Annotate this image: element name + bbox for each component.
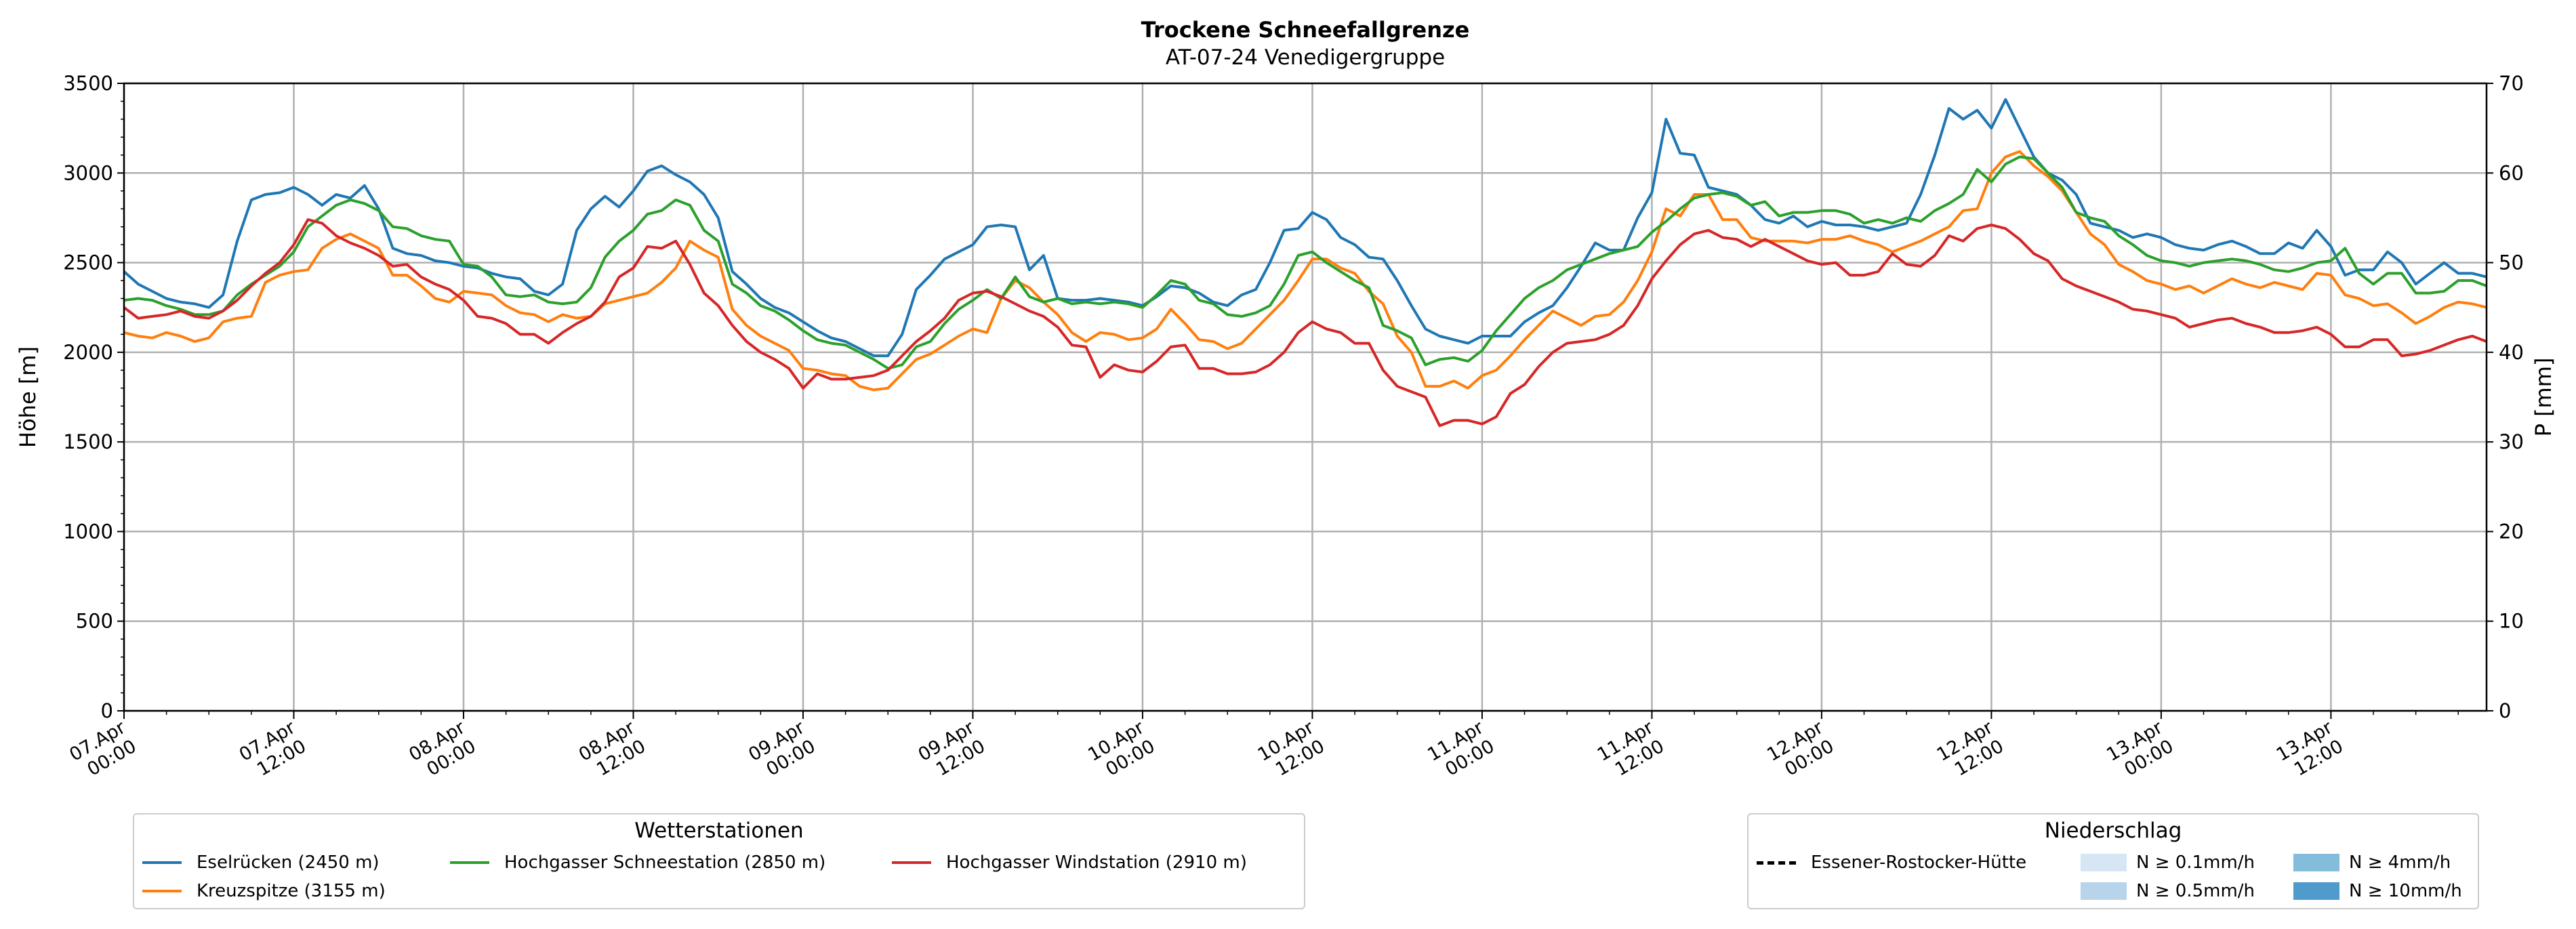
legend-patch-n10	[2293, 882, 2339, 900]
legend-stations-title: Wetterstationen	[634, 819, 804, 843]
y-tick-label: 500	[76, 610, 113, 633]
legend-item-n10: N ≥ 10mm/h	[2293, 881, 2462, 901]
legend-item-windstation: Hochgasser Windstation (2910 m)	[892, 852, 1247, 873]
y-tick-label: 3500	[63, 72, 113, 95]
y-axis: 0 500 1000 1500 2000 2500 3000 3500	[63, 72, 124, 722]
legend-patch-n01	[2081, 854, 2127, 871]
y-tick-label: 2000	[63, 341, 113, 364]
series-group	[123, 98, 2487, 428]
legend-patch-n05	[2081, 882, 2127, 900]
legend-line-windstation	[892, 861, 931, 864]
y2-tick-label: 40	[2499, 341, 2524, 364]
y-tick-label: 2500	[63, 251, 113, 274]
legend-label-n01: N ≥ 0.1mm/h	[2136, 852, 2255, 873]
legend-stations: Wetterstationen Eselrücken (2450 m) Kreu…	[133, 813, 1305, 909]
legend-item-kreuzspitze: Kreuzspitze (3155 m)	[142, 881, 386, 901]
y2-tick-label: 10	[2499, 610, 2524, 633]
legend-label-eselruecken: Eselrücken (2450 m)	[197, 852, 380, 873]
series-line-eselr-cken-2450-m	[123, 98, 2487, 358]
y2-tick-label: 60	[2499, 161, 2524, 184]
chart-title: Trockene Schneefallgrenze	[1141, 17, 1470, 43]
legend-precip: Niederschlag Essener-Rostocker-Hütte N ≥…	[1747, 813, 2479, 909]
y2-tick-label: 0	[2499, 699, 2511, 722]
y-tick-label: 0	[101, 699, 113, 722]
y-tick-label: 1000	[63, 520, 113, 543]
y-tick-label: 3000	[63, 161, 113, 184]
y2-tick-label: 30	[2499, 430, 2524, 453]
series-line-hochgasser-schneestation-2850-m	[123, 155, 2487, 370]
legend-label-n10: N ≥ 10mm/h	[2349, 881, 2462, 901]
legend-precip-title: Niederschlag	[2044, 819, 2182, 843]
legend-label-n05: N ≥ 0.5mm/h	[2136, 881, 2255, 901]
y-tick-label: 1500	[63, 430, 113, 453]
y2-axis-label: P [mm]	[2531, 358, 2556, 437]
series-line-hochgasser-windstation-2910-m	[123, 218, 2487, 428]
legend-line-schneestation	[450, 861, 489, 864]
legend-line-kreuzspitze	[142, 890, 182, 892]
legend-label-hut: Essener-Rostocker-Hütte	[1811, 852, 2027, 873]
legend-item-n01: N ≥ 0.1mm/h	[2081, 852, 2255, 873]
y2-axis: 0 10 20 30 40 50 60 70	[2487, 72, 2524, 722]
legend-line-eselruecken	[142, 861, 182, 864]
grid	[123, 82, 2487, 712]
legend-label-kreuzspitze: Kreuzspitze (3155 m)	[197, 881, 386, 901]
plot-frame	[123, 82, 2488, 712]
legend-item-n4: N ≥ 4mm/h	[2293, 852, 2451, 873]
y2-tick-label: 20	[2499, 520, 2524, 543]
legend-label-schneestation: Hochgasser Schneestation (2850 m)	[504, 852, 826, 873]
legend-patch-n4	[2293, 854, 2339, 871]
chart-subtitle: AT-07-24 Venedigergruppe	[1166, 45, 1445, 70]
legend-item-hut: Essener-Rostocker-Hütte	[1757, 852, 2026, 873]
legend-label-n4: N ≥ 4mm/h	[2349, 852, 2451, 873]
y-axis-label: Höhe [m]	[15, 346, 41, 448]
series-line-kreuzspitze-3155-m	[123, 150, 2487, 392]
legend-item-schneestation: Hochgasser Schneestation (2850 m)	[450, 852, 825, 873]
legend-item-eselruecken: Eselrücken (2450 m)	[142, 852, 380, 873]
y2-tick-label: 70	[2499, 72, 2524, 95]
legend-line-hut	[1757, 861, 1796, 865]
y2-tick-label: 50	[2499, 251, 2524, 274]
legend-item-n05: N ≥ 0.5mm/h	[2081, 881, 2255, 901]
legend-label-windstation: Hochgasser Windstation (2910 m)	[946, 852, 1247, 873]
